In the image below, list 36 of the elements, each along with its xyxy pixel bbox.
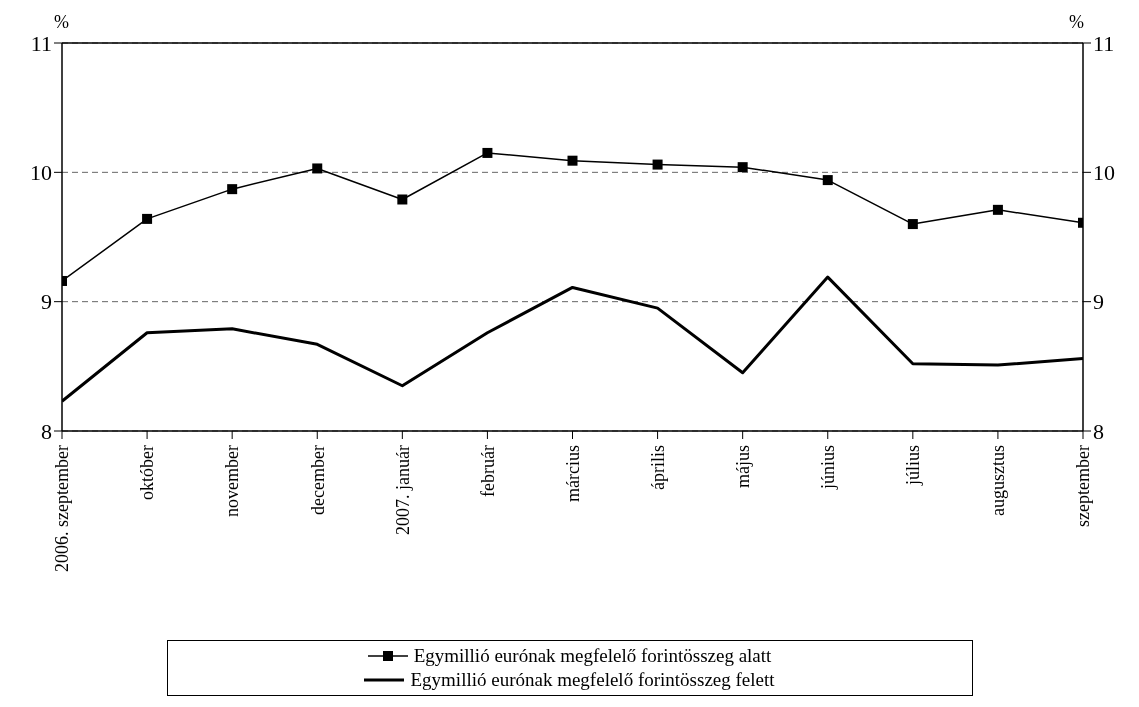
- x-tick-label: március: [562, 445, 583, 502]
- point: [737, 162, 748, 173]
- y-tick-label: 11: [30, 30, 52, 56]
- point: [397, 194, 408, 205]
- point: [822, 175, 833, 186]
- point: [227, 184, 238, 195]
- point: [567, 155, 578, 166]
- legend-label: Egymillió eurónak megfelelő forintösszeg alatt: [413, 645, 772, 667]
- x-tick-label: december: [307, 445, 328, 515]
- y2-tick-label: 10: [1093, 160, 1115, 186]
- x-tick-label: július: [903, 445, 924, 487]
- y2-axis-title: %: [1069, 12, 1084, 33]
- y-axis-title: %: [54, 12, 69, 33]
- y-tick-label: 8: [41, 418, 52, 444]
- point: [482, 147, 493, 158]
- x-tick-label: szeptember: [1073, 445, 1094, 527]
- x-tick-label: június: [818, 445, 839, 491]
- point: [652, 159, 663, 170]
- y-tick-label: 10: [30, 160, 52, 186]
- x-tick-label: május: [732, 445, 753, 488]
- point: [907, 219, 918, 230]
- point: [142, 213, 153, 224]
- point: [312, 163, 323, 174]
- y2-tick-label: 9: [1093, 289, 1104, 315]
- point: [992, 204, 1003, 215]
- x-tick-label: augusztus: [988, 445, 1009, 516]
- x-tick-label: április: [647, 445, 668, 490]
- y2-tick-label: 8: [1093, 418, 1104, 444]
- x-tick-label: november: [222, 445, 243, 517]
- y-tick-label: 9: [41, 289, 52, 315]
- x-tick-label: február: [477, 445, 498, 497]
- x-tick-label: 2007. január: [392, 445, 413, 535]
- x-tick-label: 2006. szeptember: [52, 445, 73, 572]
- legend-label: Egymillió eurónak megfelelő forintösszeg felett: [410, 669, 775, 691]
- y2-tick-label: 11: [1093, 30, 1115, 56]
- x-tick-label: október: [137, 444, 158, 500]
